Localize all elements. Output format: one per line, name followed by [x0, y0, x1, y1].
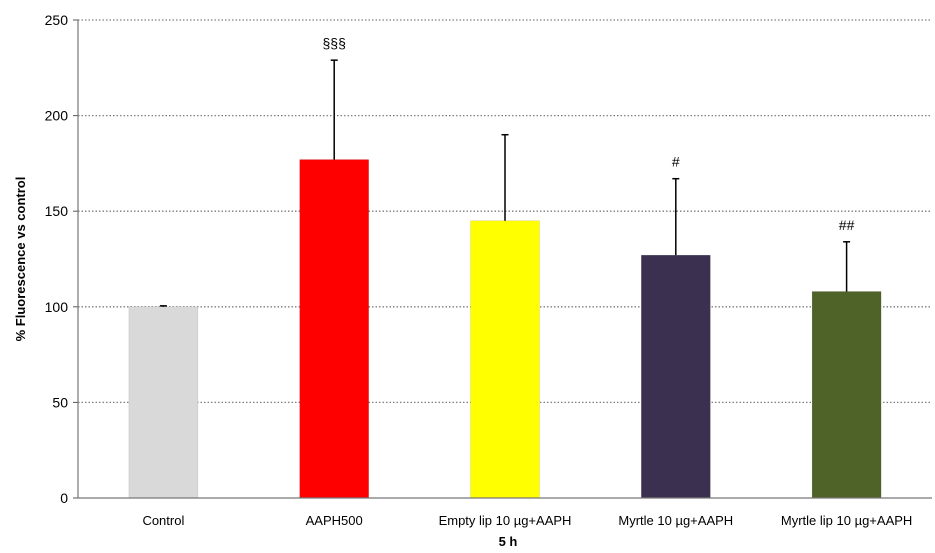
significance-label: ## [839, 217, 855, 233]
y-tick-label: 100 [45, 299, 69, 315]
bar [470, 220, 540, 499]
y-tick-labels: 0 50 100 150 200 250 [45, 12, 69, 506]
error-bars [159, 59, 851, 307]
y-tick-label: 250 [45, 12, 69, 28]
bar [128, 306, 199, 499]
y-tick-label: 150 [45, 203, 69, 219]
x-category-labels: Control AAPH500 Empty lip 10 µg+AAPH Myrtle… [142, 513, 912, 528]
y-tick-label: 200 [45, 108, 69, 124]
significance-label: # [672, 154, 680, 170]
significance-annotations: §§§### [323, 35, 855, 233]
x-axis-title: 5 h [499, 534, 518, 549]
y-axis-title: % Fluorescence vs control [13, 177, 28, 342]
x-category-label: Myrtle 10 µg+AAPH [618, 513, 733, 528]
bar [641, 254, 711, 499]
bar [299, 159, 369, 499]
bars [128, 159, 882, 499]
bar [811, 291, 882, 499]
x-category-label: AAPH500 [306, 513, 363, 528]
y-tick-label: 0 [60, 490, 68, 506]
axes [73, 19, 932, 499]
x-category-label: Control [142, 513, 184, 528]
x-category-label: Myrtle lip 10 µg+AAPH [781, 513, 912, 528]
significance-label: §§§ [323, 35, 346, 51]
y-tick-label: 50 [52, 394, 68, 410]
x-category-label: Empty lip 10 µg+AAPH [439, 513, 572, 528]
